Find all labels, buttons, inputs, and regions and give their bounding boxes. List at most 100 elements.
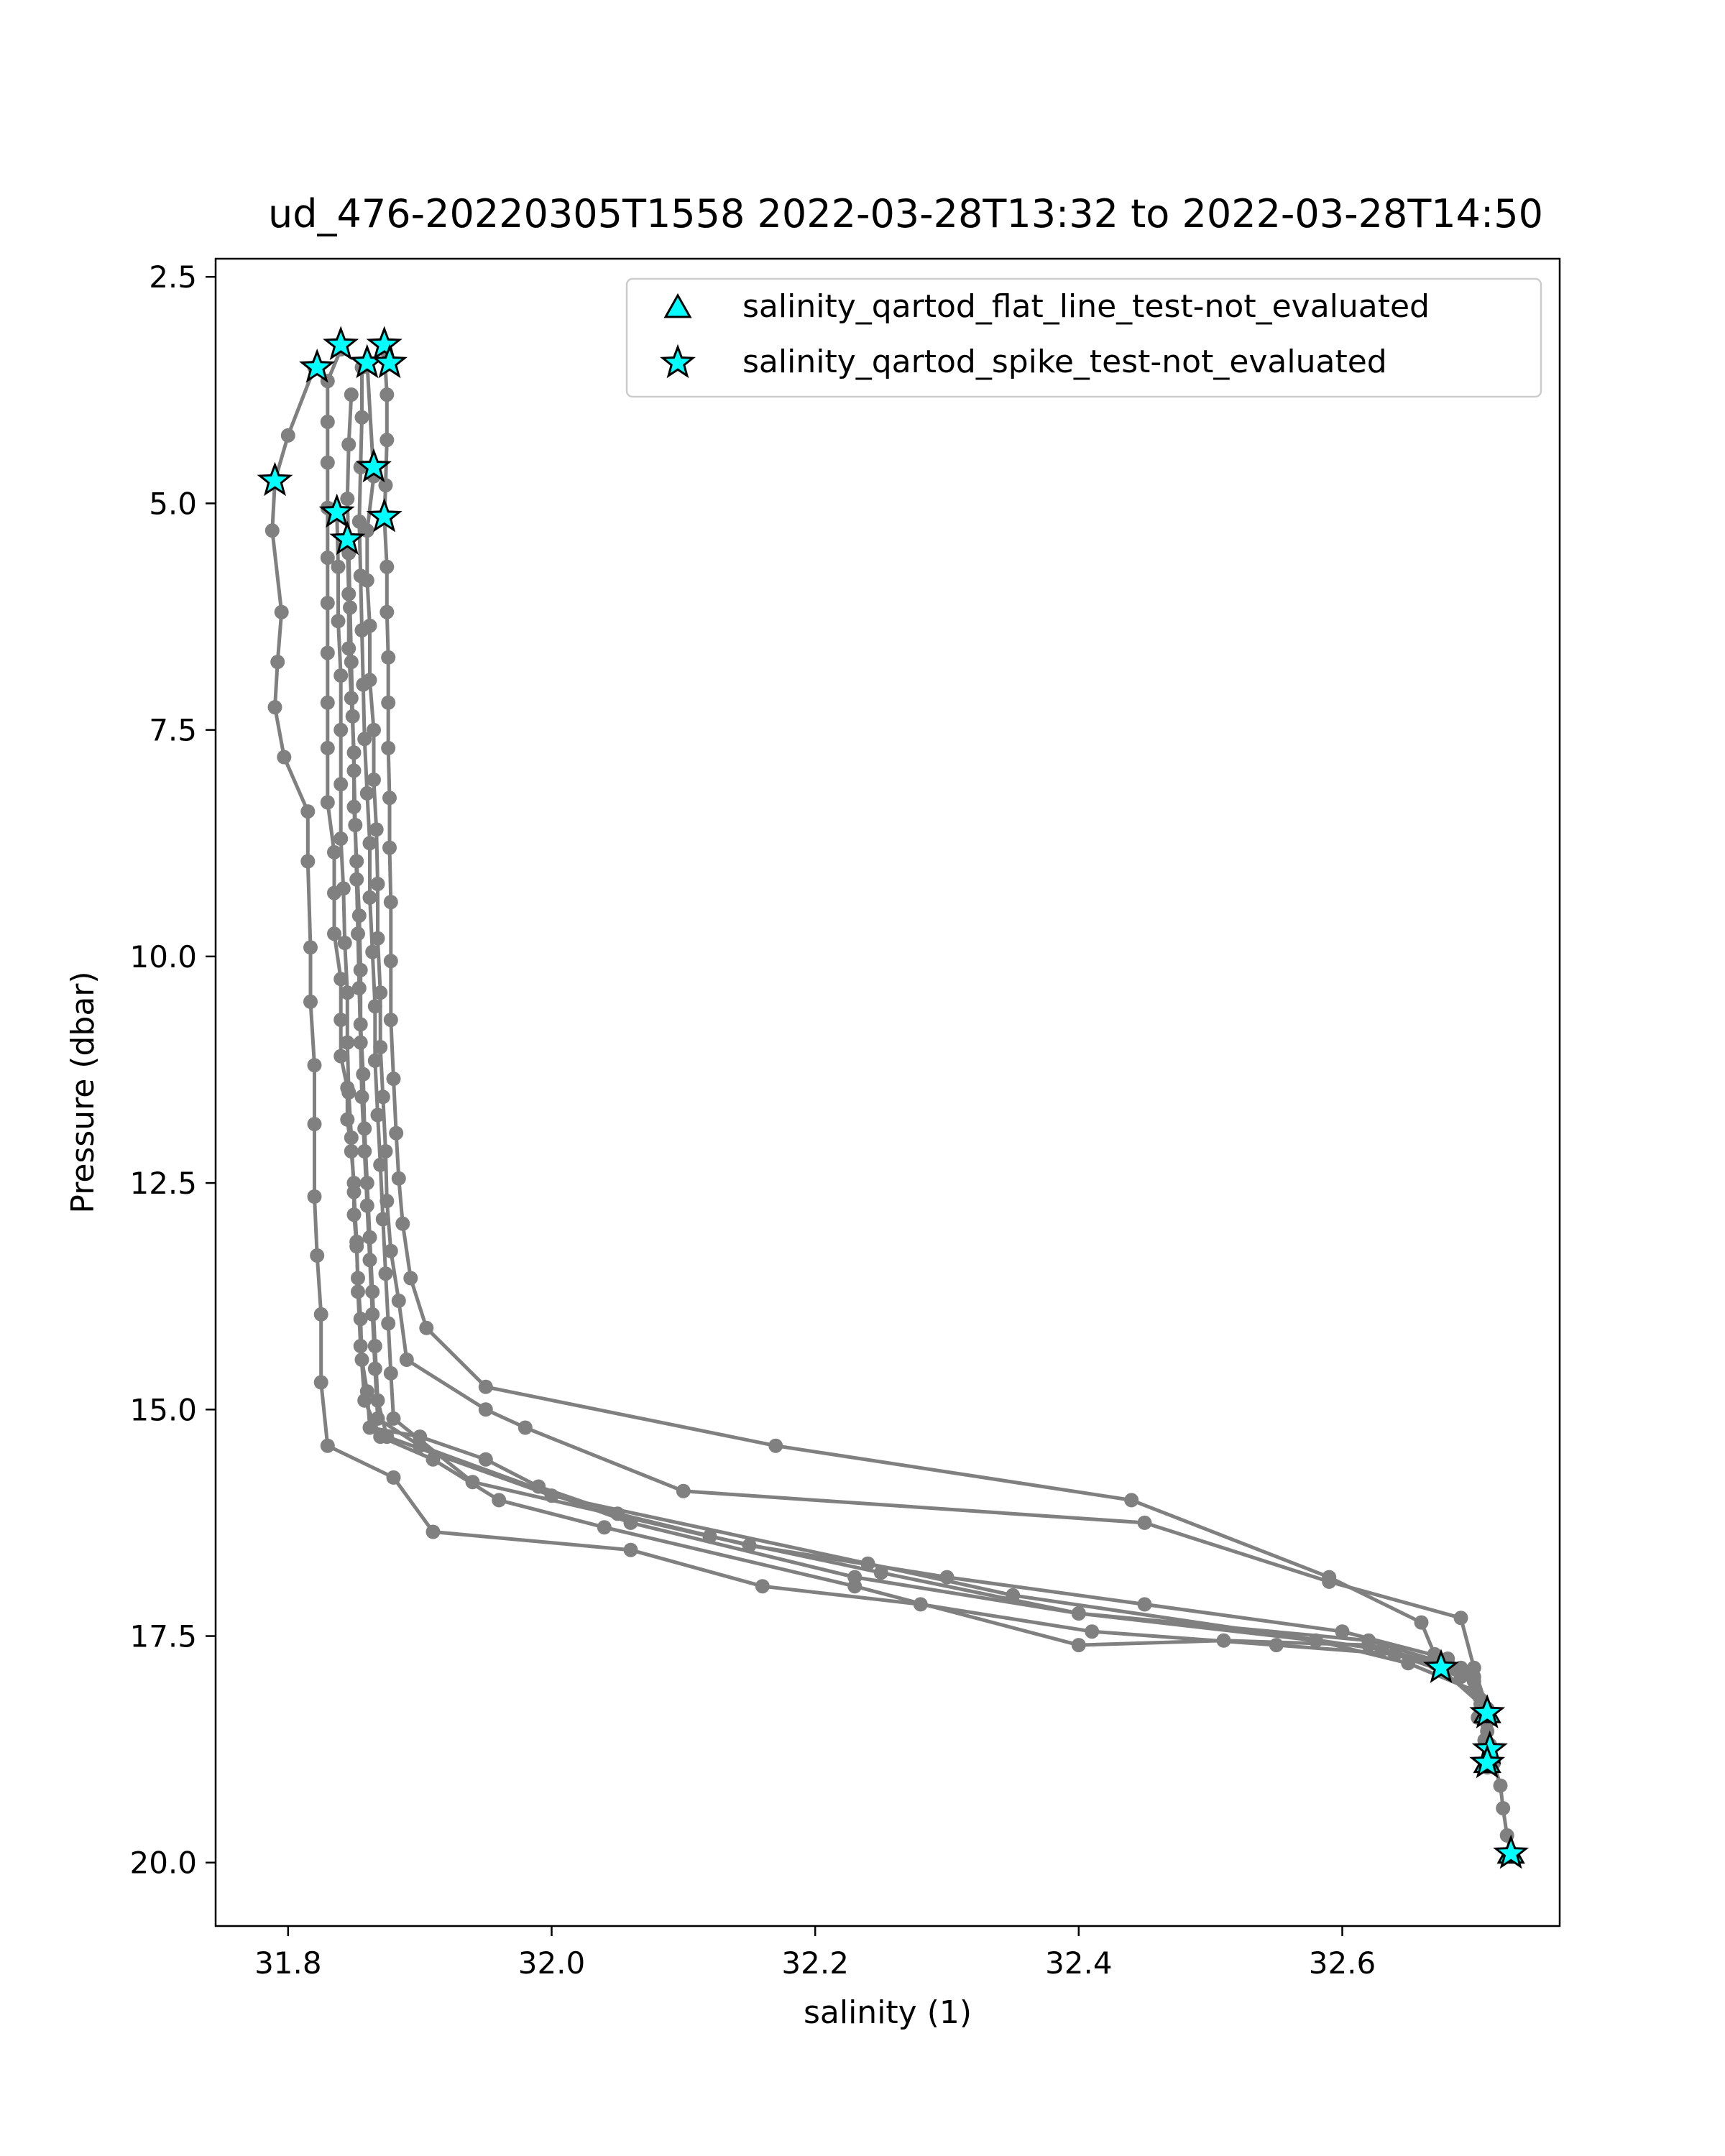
profile-point xyxy=(320,795,335,810)
y-tick-label: 5.0 xyxy=(149,486,197,521)
y-axis-ticks: 2.5 5.0 7.5 10.0 12.5 15.0 17.5 20.0 xyxy=(129,259,216,1881)
legend-star-marker xyxy=(660,344,696,379)
profile-point xyxy=(337,936,352,950)
profile-point xyxy=(1137,1597,1152,1612)
profile-point xyxy=(340,492,355,507)
profile-point xyxy=(300,854,316,869)
profile-point xyxy=(344,655,359,670)
profile-point xyxy=(334,1013,349,1028)
spike-flag-marker xyxy=(1469,1743,1506,1779)
profile-point xyxy=(365,944,380,959)
profile-point xyxy=(349,872,364,887)
profile-point xyxy=(340,1035,355,1050)
profile-point xyxy=(270,655,285,670)
spike-flag-marker xyxy=(366,498,402,533)
profile-point xyxy=(381,650,396,665)
profile-point xyxy=(357,1144,372,1158)
profile-point xyxy=(1401,1656,1416,1671)
profile-point xyxy=(351,514,367,529)
profile-point xyxy=(370,931,385,946)
profile-point xyxy=(676,1483,691,1498)
profile-point xyxy=(313,1375,328,1390)
profile-point xyxy=(334,972,349,987)
profile-point xyxy=(1453,1611,1468,1626)
profile-point xyxy=(320,1438,335,1453)
profile-point xyxy=(847,1570,862,1585)
profile-point xyxy=(369,822,384,837)
spike-flag-marker xyxy=(299,349,336,383)
profile-point xyxy=(492,1493,507,1508)
profile-point xyxy=(1493,1778,1508,1793)
profile-point xyxy=(380,604,395,619)
profile-point xyxy=(354,623,369,637)
profile-point xyxy=(383,1013,398,1028)
spike-flag-marker xyxy=(366,326,402,361)
profile-point xyxy=(386,1072,401,1087)
y-tick-label: 10.0 xyxy=(129,939,197,975)
profile-line xyxy=(382,349,1463,1679)
profile-point xyxy=(623,1542,638,1557)
chart-title: ud_476-20220305T1558 2022-03-28T13:32 to… xyxy=(268,191,1543,236)
plot-area-frame xyxy=(214,257,1561,1927)
profile-point xyxy=(386,1470,401,1485)
legend-triangle-marker xyxy=(663,292,692,318)
profile-line xyxy=(270,367,1448,1670)
profile-point xyxy=(478,1402,493,1417)
profile-point xyxy=(320,740,335,755)
profile-point xyxy=(320,415,335,429)
profile-point xyxy=(403,1271,418,1286)
profile-point xyxy=(346,763,362,778)
profile-point xyxy=(313,1307,328,1322)
profile-point xyxy=(1322,1574,1337,1589)
profile-point xyxy=(373,985,388,1000)
x-tick-label: 32.2 xyxy=(781,1945,849,1981)
profile-point xyxy=(351,981,367,995)
profile-point xyxy=(381,740,396,755)
profile-point xyxy=(340,985,355,1000)
profile-point xyxy=(478,1452,493,1467)
profile-point xyxy=(334,1049,349,1064)
profile-point xyxy=(320,645,335,660)
profile-point xyxy=(1216,1633,1231,1648)
profile-point xyxy=(768,1438,783,1453)
profile-point xyxy=(307,1189,322,1204)
profile-point xyxy=(386,1411,401,1426)
profile-point xyxy=(419,1320,434,1335)
profile-point xyxy=(375,1089,390,1105)
x-tick-label: 32.6 xyxy=(1309,1945,1376,1981)
spike-flag-marker xyxy=(372,344,408,379)
profile-point xyxy=(331,614,346,629)
profile-point xyxy=(367,722,381,737)
profile-point xyxy=(1071,1638,1086,1653)
profile-point xyxy=(267,700,282,715)
profile-point xyxy=(359,786,374,801)
profile-point xyxy=(353,1339,368,1353)
profile-point xyxy=(362,836,377,851)
profile-point xyxy=(336,881,351,896)
profile-point xyxy=(367,773,381,787)
x-axis-ticks: 31.8 32.0 32.2 32.4 32.6 xyxy=(254,1926,1376,1981)
profile-point xyxy=(303,940,318,955)
profile-point xyxy=(341,641,356,656)
profile-point xyxy=(380,1429,395,1445)
profile-point xyxy=(365,1307,380,1322)
profile-point xyxy=(345,709,360,724)
profile-point xyxy=(367,1053,382,1068)
profile-point xyxy=(380,433,395,448)
legend-frame xyxy=(625,277,1542,398)
profile-point xyxy=(1466,1660,1481,1675)
x-tick-label: 32.0 xyxy=(518,1945,586,1981)
profile-point xyxy=(307,1117,322,1132)
profile-point xyxy=(334,722,349,737)
profile-point xyxy=(378,1266,393,1281)
profile-point xyxy=(334,831,349,846)
profile-point xyxy=(370,1107,385,1123)
profile-point xyxy=(362,890,377,905)
profile-point xyxy=(370,1411,385,1426)
profile-point xyxy=(1361,1633,1376,1648)
profile-point xyxy=(426,1524,441,1539)
profile-point xyxy=(1453,1660,1468,1675)
profile-point xyxy=(1414,1615,1429,1630)
y-axis-label: Pressure (dbar) xyxy=(65,971,101,1213)
